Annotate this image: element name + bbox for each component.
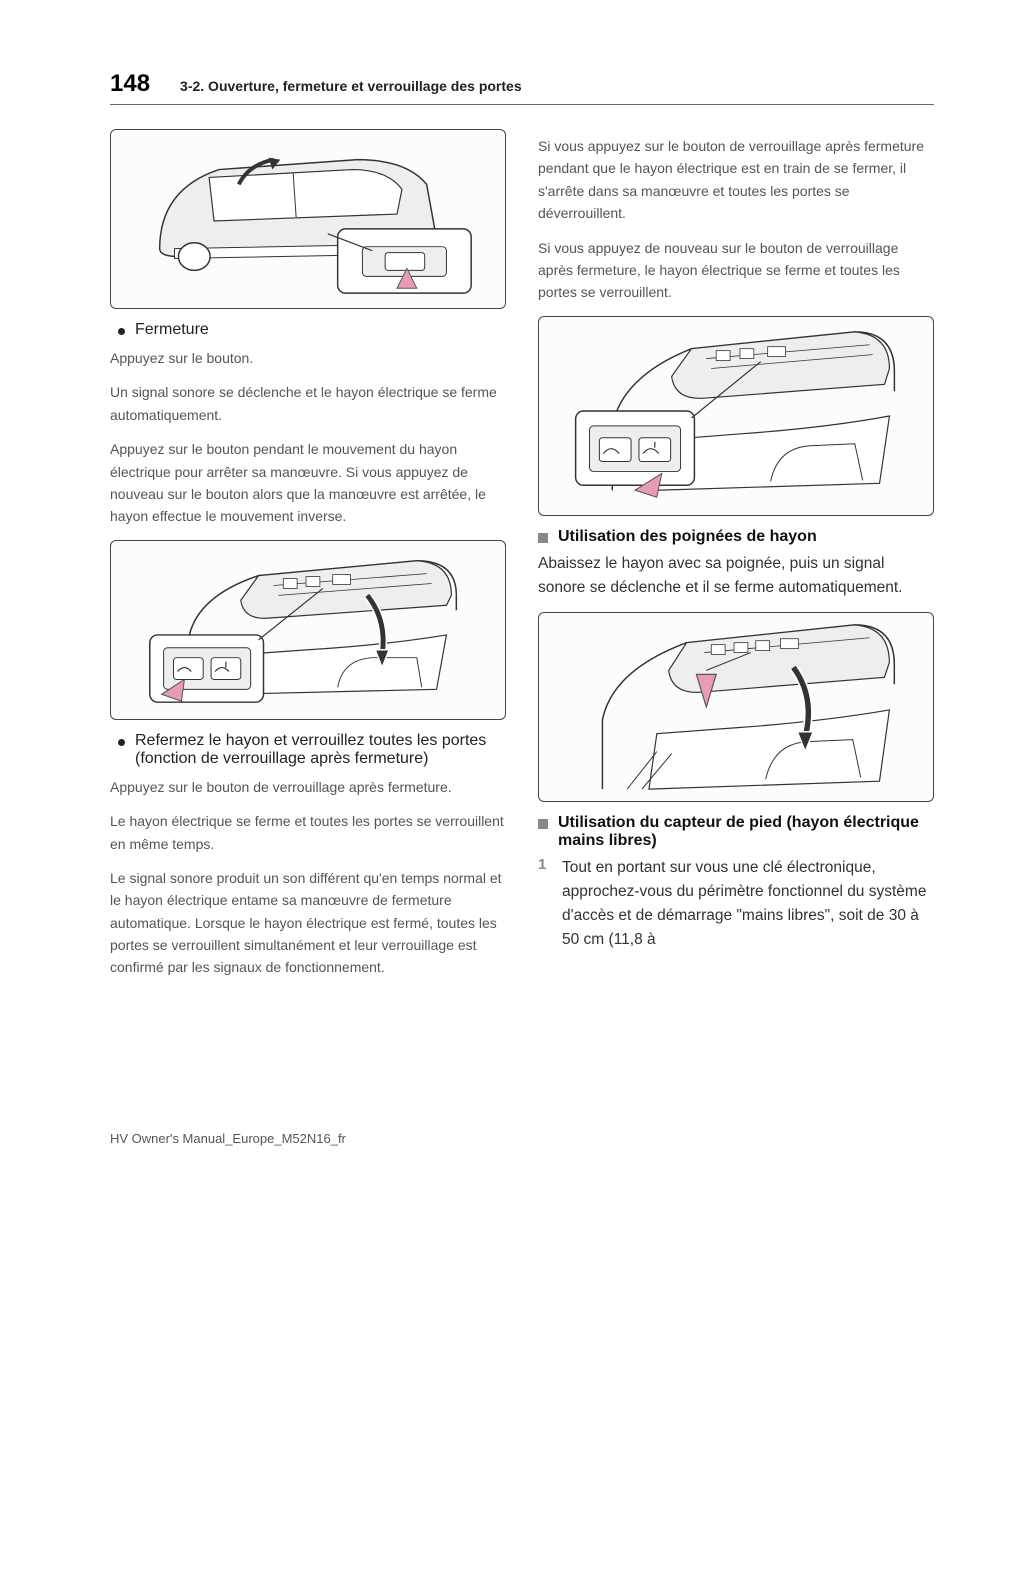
figure-vehicle-rear-button bbox=[110, 129, 506, 309]
heading-poignees: Utilisation des poignées de hayon bbox=[538, 528, 934, 546]
figure-open-hatch-close-btn bbox=[110, 540, 506, 720]
heading-label: Utilisation des poignées de hayon bbox=[558, 528, 817, 546]
right-column: Si vous appuyez sur le bouton de verroui… bbox=[538, 129, 934, 991]
bullet-refermez: Refermez le hayon et verrouillez toutes … bbox=[118, 732, 506, 768]
paragraph: Le signal sonore produit un son différen… bbox=[110, 867, 506, 979]
paragraph: Le hayon électrique se ferme et toutes l… bbox=[110, 810, 506, 855]
bullet-dot-icon bbox=[118, 739, 125, 746]
heading-label: Utilisation du capteur de pied (hayon él… bbox=[558, 814, 934, 850]
bullet-dot-icon bbox=[118, 328, 125, 335]
section-title: 3-2. Ouverture, fermeture et verrouillag… bbox=[180, 78, 522, 94]
step-number: 1 bbox=[538, 856, 552, 952]
bullet-label: Fermeture bbox=[135, 321, 209, 339]
paragraph: Un signal sonore se déclenche et le hayo… bbox=[110, 381, 506, 426]
page-number: 148 bbox=[110, 70, 150, 98]
paragraph: Si vous appuyez sur le bouton de verroui… bbox=[538, 135, 934, 225]
bullet-label: Refermez le hayon et verrouillez toutes … bbox=[135, 732, 506, 768]
paragraph: Appuyez sur le bouton de verrouillage ap… bbox=[110, 776, 506, 798]
heading-capteur-pied: Utilisation du capteur de pied (hayon él… bbox=[538, 814, 934, 850]
paragraph: Appuyez sur le bouton pendant le mouveme… bbox=[110, 438, 506, 528]
bullet-fermeture: Fermeture bbox=[118, 321, 506, 339]
step-text: Tout en portant sur vous une clé électro… bbox=[562, 856, 934, 952]
two-column-layout: Fermeture Appuyez sur le bouton. Un sign… bbox=[110, 129, 934, 991]
square-bullet-icon bbox=[538, 819, 548, 829]
square-bullet-icon bbox=[538, 533, 548, 543]
footer-text: HV Owner's Manual_Europe_M52N16_fr bbox=[110, 1131, 934, 1146]
paragraph: Appuyez sur le bouton. bbox=[110, 347, 506, 369]
figure-open-hatch-lock-btn bbox=[538, 316, 934, 516]
left-column: Fermeture Appuyez sur le bouton. Un sign… bbox=[110, 129, 506, 991]
paragraph: Abaissez le hayon avec sa poignée, puis … bbox=[538, 552, 934, 600]
page-header: 148 3-2. Ouverture, fermeture et verroui… bbox=[110, 70, 934, 105]
figure-pull-handle bbox=[538, 612, 934, 802]
paragraph: Si vous appuyez de nouveau sur le bouton… bbox=[538, 237, 934, 304]
numbered-step: 1 Tout en portant sur vous une clé élect… bbox=[538, 856, 934, 952]
